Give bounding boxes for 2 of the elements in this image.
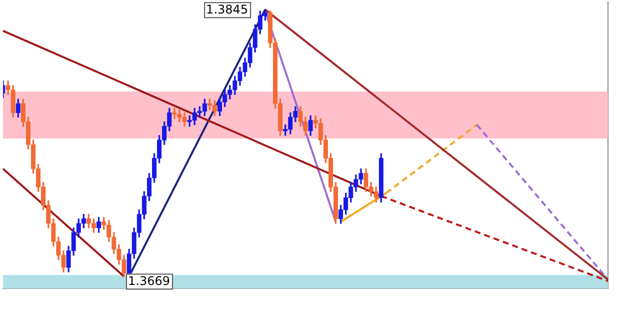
annotation: 1.3669 [128, 274, 170, 288]
annotation: 1.3845 [206, 2, 248, 17]
